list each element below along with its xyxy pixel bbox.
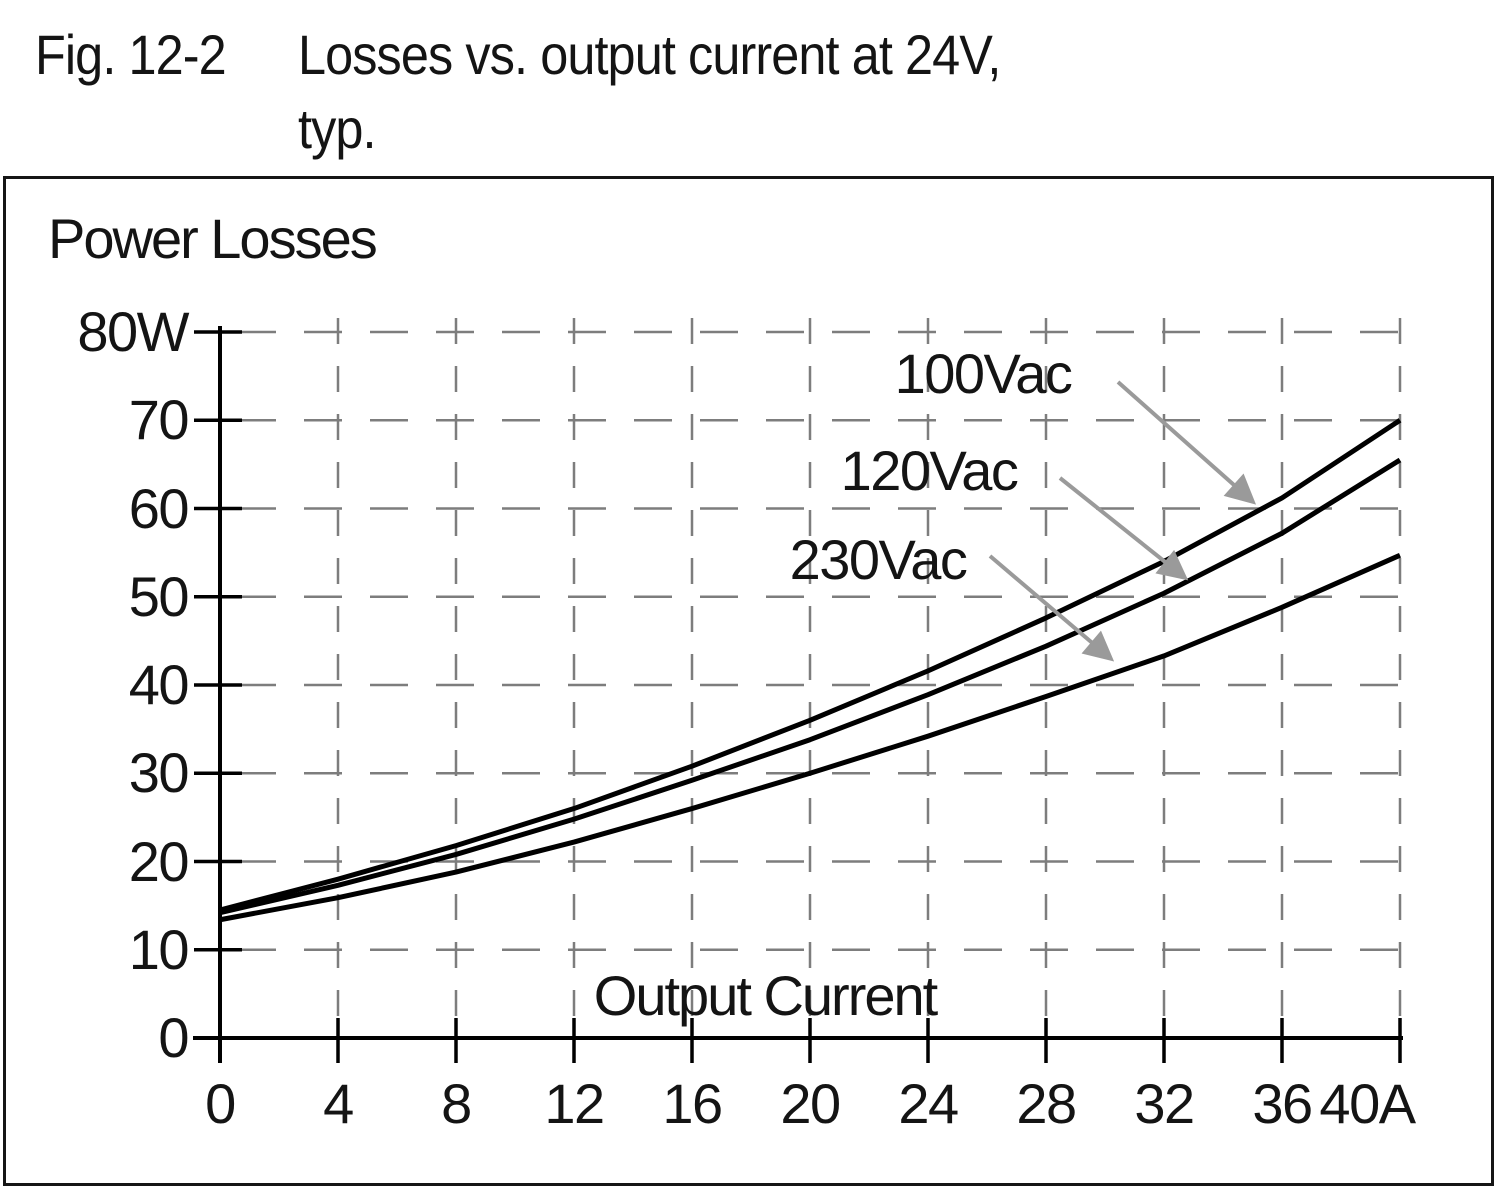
curve-100vac — [219, 418, 1402, 913]
annotation-arrows — [988, 380, 1257, 662]
y-tick-label: 30 — [128, 741, 190, 805]
figure-title-line1: Losses vs. output current at 24V, — [298, 23, 1001, 86]
y-tick-label: 70 — [128, 388, 190, 452]
x-tick-label: 32 — [1134, 1072, 1195, 1135]
x-axis-title: Output Current — [593, 964, 938, 1027]
x-tick-label: 24 — [898, 1072, 959, 1135]
series-label-230vac: 230Vac — [789, 528, 968, 591]
y-tick-label: 0 — [158, 1006, 189, 1069]
curve-230vac — [219, 552, 1402, 923]
x-tick-label: 20 — [780, 1072, 841, 1135]
x-tick-label: 28 — [1016, 1072, 1077, 1135]
arrow-100vac — [1116, 380, 1257, 505]
series-label-100vac: 100Vac — [894, 342, 1073, 405]
x-tick-label: 12 — [544, 1072, 605, 1135]
curve-120vac — [219, 457, 1402, 916]
y-tick-label: 50 — [128, 564, 190, 628]
chart-frame — [3, 176, 1494, 1186]
x-tick-label: 8 — [441, 1072, 472, 1135]
curves — [219, 418, 1402, 923]
series-label-120vac: 120Vac — [840, 439, 1019, 502]
x-tick-label: 4 — [323, 1072, 354, 1135]
y-tick-label: 10 — [128, 917, 190, 981]
x-tick-label: 16 — [662, 1072, 723, 1135]
figure-title-line2: typ. — [298, 97, 377, 160]
x-tick-label: 36 — [1252, 1072, 1313, 1135]
axes — [193, 326, 1403, 1063]
arrow-120vac — [1058, 476, 1189, 581]
x-tick-label: 0 — [205, 1072, 236, 1135]
arrow-230vac — [988, 554, 1115, 662]
y-axis-title: Power Losses — [48, 207, 378, 270]
grid-lines — [238, 318, 1402, 1030]
y-tick-label: 80W — [77, 300, 189, 363]
y-tick-label: 40 — [128, 653, 190, 716]
x-tick-label: 40A — [1319, 1072, 1416, 1135]
y-tick-label: 20 — [128, 829, 190, 893]
figure-number: Fig. 12-2 — [35, 23, 227, 86]
y-tick-label: 60 — [128, 476, 190, 540]
